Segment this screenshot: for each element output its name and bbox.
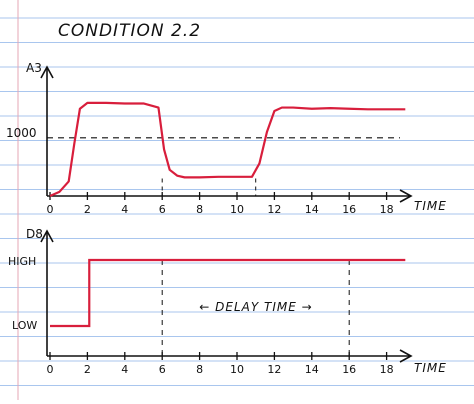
chart-d8-y-axis-arrow — [40, 229, 54, 243]
chart-d8-delay-annotation: ← DELAY TIME → — [199, 300, 312, 314]
chart-d8-x-label: TIME — [414, 361, 447, 375]
chart-d8: D8 TIME HIGH LOW ← DELAY TIME → 0 2 4 6 8 10 1… — [8, 227, 447, 376]
chart-a3-x-tick-label: 14 — [305, 203, 319, 216]
chart-d8-x-tick-label: 8 — [196, 363, 203, 376]
chart-d8-x-axis-arrow — [399, 349, 413, 363]
chart-d8-x-tick-label: 4 — [121, 363, 128, 376]
chart-d8-x-tick-label: 12 — [267, 363, 281, 376]
chart-a3-x-tick-label: 16 — [342, 203, 356, 216]
chart-a3-x-label: TIME — [414, 199, 447, 213]
page-title: CONDITION 2.2 — [58, 21, 201, 41]
chart-d8-y-tick-high: HIGH — [8, 255, 36, 268]
chart-a3-x-tick-label: 10 — [230, 203, 244, 216]
chart-d8-y-label: D8 — [26, 227, 43, 241]
chart-a3-x-tick-label: 6 — [159, 203, 166, 216]
chart-a3-y-tick-1000: 1000 — [6, 126, 37, 140]
chart-d8-x-tick-label: 6 — [159, 363, 166, 376]
chart-d8-x-tick-label: 10 — [230, 363, 244, 376]
chart-a3-x-tick-label: 2 — [84, 203, 91, 216]
chart-d8-series-line — [50, 258, 406, 328]
chart-a3-series-line — [49, 101, 406, 198]
chart-a3-y-axis-arrow — [40, 65, 54, 79]
chart-a3-x-axis-arrow — [399, 189, 413, 203]
chart-d8-y-tick-low: LOW — [12, 319, 37, 332]
chart-d8-x-tick-label: 16 — [342, 363, 356, 376]
chart-a3-x-tick-label: 12 — [267, 203, 281, 216]
chart-a3-x-tick-label: 18 — [380, 203, 394, 216]
chart-a3-x-tick-label: 0 — [47, 203, 54, 216]
chart-d8-x-tick-label: 2 — [84, 363, 91, 376]
chart-a3: A3 TIME 1000 0 2 4 6 8 10 12 14 16 18 — [6, 61, 447, 216]
chart-a3-x-tick-label: 8 — [196, 203, 203, 216]
chart-d8-x-tick-label: 14 — [305, 363, 319, 376]
chart-a3-y-label: A3 — [26, 61, 42, 75]
chart-d8-x-tick-label: 18 — [380, 363, 394, 376]
notebook-rule-lines — [0, 17, 474, 386]
chart-d8-x-tick-label: 0 — [47, 363, 54, 376]
chart-a3-x-tick-label: 4 — [121, 203, 128, 216]
